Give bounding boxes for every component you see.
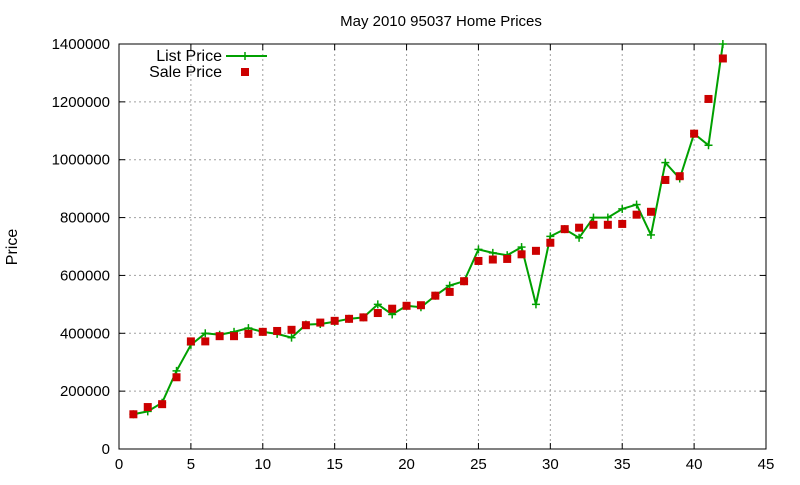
- sale-price-point: [230, 332, 239, 341]
- y-tick-label: 200000: [60, 383, 110, 400]
- sale-price-point: [690, 129, 699, 138]
- list-price-point: [531, 300, 540, 309]
- sale-price-point: [661, 175, 670, 184]
- x-tick-label: 10: [254, 456, 271, 473]
- y-tick-label: 800000: [60, 210, 110, 227]
- sale-price-point: [316, 318, 325, 327]
- list-price-point: [646, 230, 655, 239]
- sale-price-point: [718, 54, 727, 63]
- chart-title: May 2010 95037 Home Prices: [340, 13, 542, 30]
- axes: 0 5 10 15 20 25 30 35 40 45 0 200000 400000 600000 800…: [52, 36, 775, 473]
- sale-price-point: [158, 400, 167, 409]
- sale-price-point: [503, 254, 512, 263]
- sale-price-point: [560, 225, 569, 234]
- series-group: [129, 40, 727, 419]
- y-tick-label: 400000: [60, 325, 110, 342]
- sale-price-point: [129, 410, 138, 419]
- plot-frame: [118, 43, 767, 450]
- y-axis-label: Price: [4, 229, 21, 266]
- sale-price-point: [345, 314, 354, 323]
- list-price-point: [474, 245, 483, 254]
- list-price-point: [575, 233, 584, 242]
- list-price-point: [603, 213, 612, 222]
- sale-price-point: [258, 327, 267, 336]
- y-tick-label: 1400000: [52, 36, 110, 53]
- sale-price-point: [531, 246, 540, 255]
- sale-price-point: [359, 313, 368, 322]
- y-tick-label: 0: [102, 441, 110, 458]
- list-price-point: [517, 243, 526, 252]
- x-tick-label: 25: [470, 456, 487, 473]
- sale-price-point: [172, 373, 181, 382]
- list-price-point: [718, 40, 727, 48]
- sale-price-point: [416, 301, 425, 310]
- list-price-point: [201, 329, 210, 338]
- sale-price-point: [186, 337, 195, 346]
- sale-price-point: [244, 329, 253, 338]
- list-price-point: [704, 141, 713, 150]
- sale-price-point: [445, 287, 454, 296]
- sale-price-point: [704, 94, 713, 103]
- sale-price-point: [488, 255, 497, 264]
- sale-price-point: [388, 304, 397, 313]
- sale-price-point: [474, 256, 483, 265]
- y-tick-label: 600000: [60, 267, 110, 284]
- x-tick-label: 40: [686, 456, 703, 473]
- list-price-point: [589, 213, 598, 222]
- sale-price-point: [373, 309, 382, 318]
- sale-price-point: [402, 301, 411, 310]
- sale-price-point: [460, 277, 469, 286]
- x-tick-label: 30: [542, 456, 559, 473]
- x-tick-label: 0: [115, 456, 123, 473]
- sale-price-point: [273, 326, 282, 335]
- sale-price-point: [287, 325, 296, 334]
- sale-price-point: [632, 210, 641, 219]
- x-tick-label: 5: [187, 456, 195, 473]
- x-tick-label: 45: [758, 456, 775, 473]
- list-price-point: [661, 158, 670, 167]
- x-tick-label: 35: [614, 456, 631, 473]
- sale-price-point: [330, 316, 339, 325]
- sale-price-point: [215, 332, 224, 341]
- sale-price-point: [143, 403, 152, 412]
- y-tick-label: 1000000: [52, 152, 110, 169]
- sale-price-point: [201, 337, 210, 346]
- sale-price-point: [575, 223, 584, 232]
- legend-label-list-price: List Price: [156, 48, 222, 65]
- sale-price-point: [517, 250, 526, 259]
- sale-price-point: [431, 291, 440, 300]
- legend-label-sale-price: Sale Price: [149, 64, 222, 81]
- sale-price-point: [589, 220, 598, 229]
- sale-price-point: [646, 207, 655, 216]
- y-tick-label: 1200000: [52, 94, 110, 111]
- sale-price-point: [675, 172, 684, 181]
- sale-price-point: [618, 219, 627, 228]
- list-price-point: [618, 204, 627, 213]
- x-tick-label: 15: [326, 456, 343, 473]
- x-tick-label: 20: [398, 456, 415, 473]
- list-price-point: [373, 300, 382, 309]
- list-price-point: [632, 200, 641, 209]
- sale-price-point: [603, 220, 612, 229]
- list-price-point: [287, 333, 296, 342]
- legend-marker-sale-price: [241, 68, 249, 76]
- sale-price-point: [301, 321, 310, 330]
- sale-price-point: [546, 238, 555, 247]
